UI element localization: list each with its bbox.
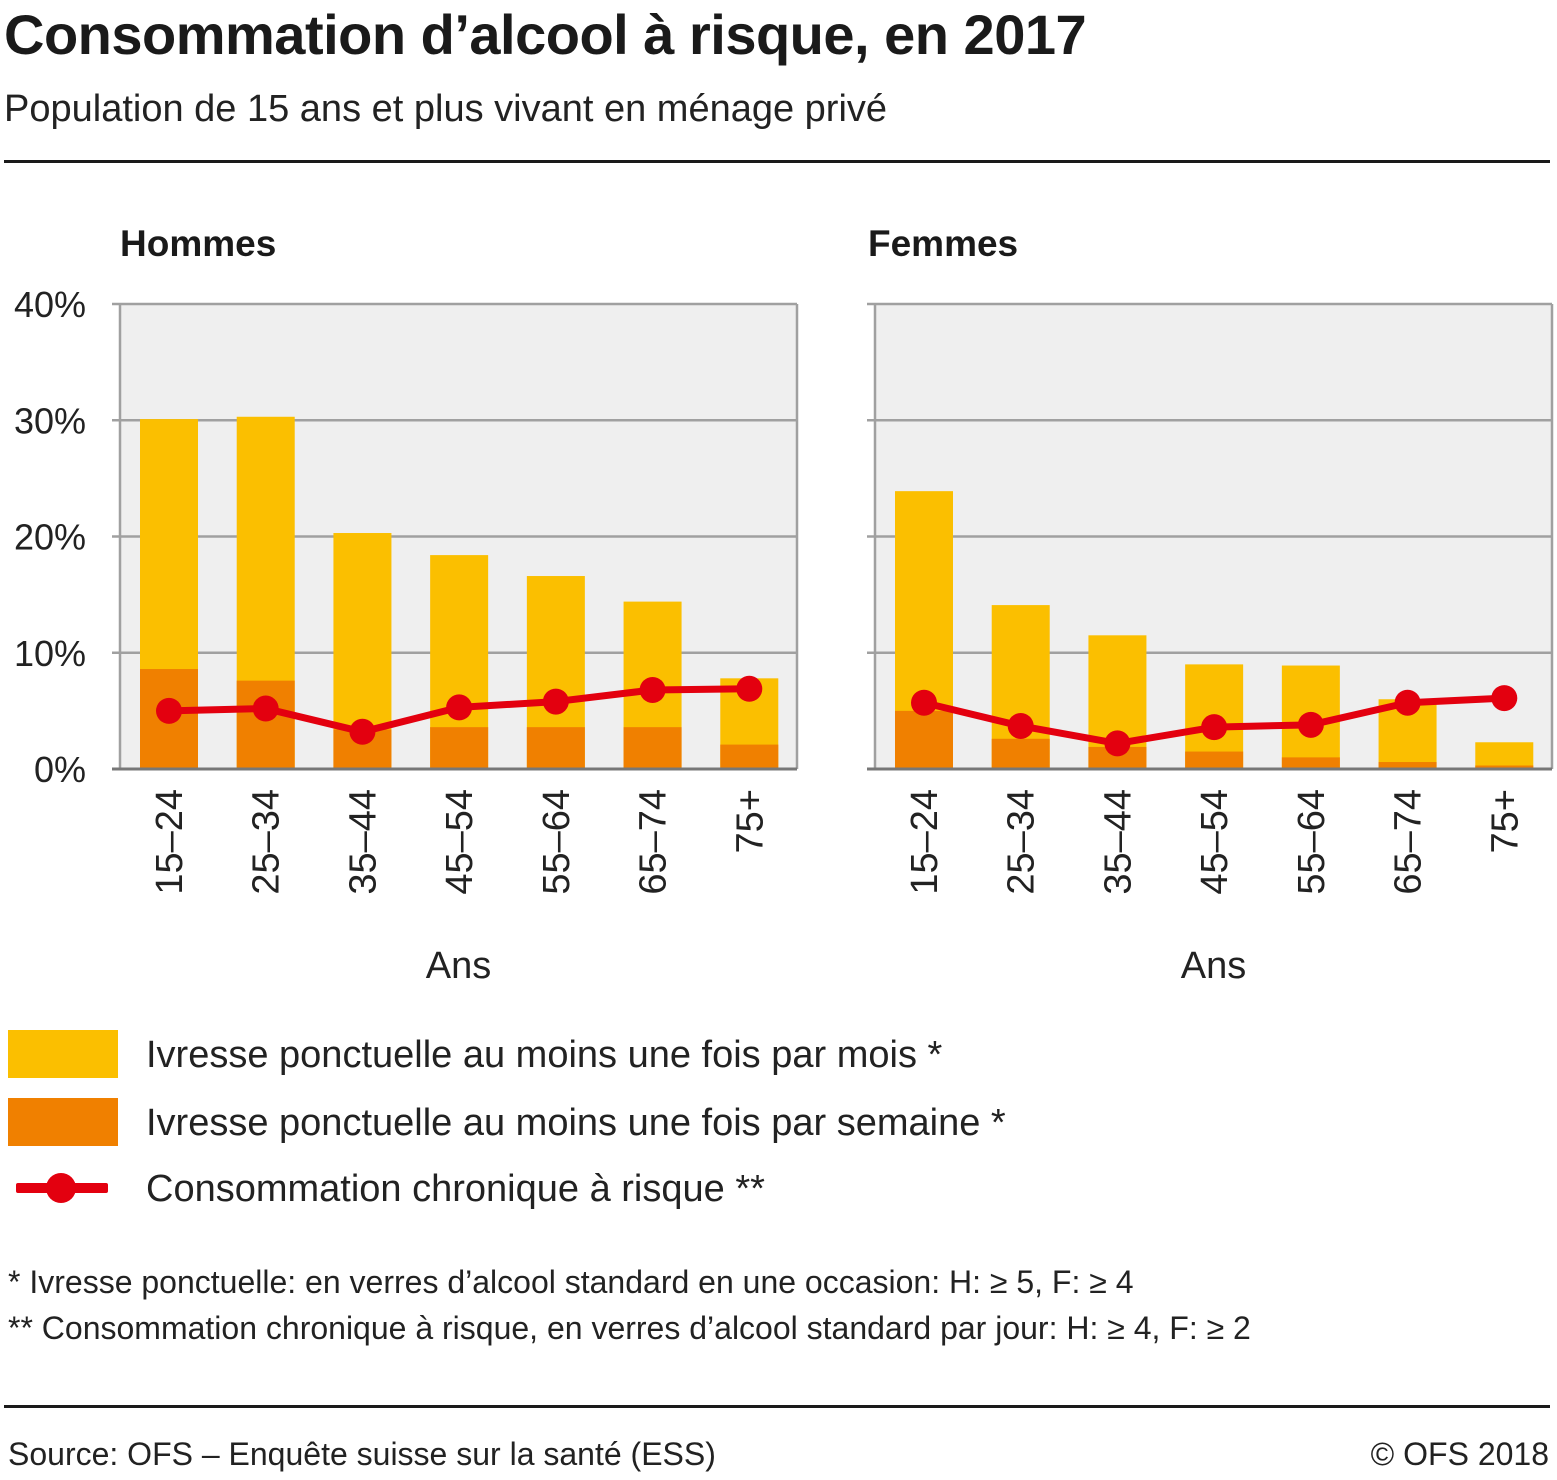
point-chronic xyxy=(1007,712,1034,739)
legend-swatch-weekly xyxy=(8,1098,118,1146)
y-tick-label: 30% xyxy=(14,400,86,441)
source-text: Source: OFS – Enquête suisse sur la sant… xyxy=(8,1436,716,1472)
point-chronic xyxy=(1297,711,1324,738)
bar-weekly xyxy=(1088,746,1147,769)
point-chronic xyxy=(911,689,937,716)
x-tick-label: 45–54 xyxy=(439,789,481,895)
chart-subtitle: Population de 15 ans et plus vivant en m… xyxy=(4,88,888,130)
bar-weekly xyxy=(1378,762,1437,769)
legend-swatch-monthly xyxy=(8,1030,118,1078)
bottom-divider xyxy=(4,1405,1550,1408)
copyright-text: © OFS 2018 xyxy=(1370,1436,1549,1472)
legend-label-weekly: Ivresse ponctuelle au moins une fois par… xyxy=(146,1102,1006,1144)
bar-monthly xyxy=(1475,742,1534,769)
x-tick-label: 25–34 xyxy=(246,789,288,895)
y-tick-label: 40% xyxy=(14,284,86,325)
bar-weekly xyxy=(1281,757,1340,769)
chart-title: Consommation d’alcool à risque, en 2017 xyxy=(4,3,1087,66)
x-tick-label: 55–64 xyxy=(536,789,578,895)
point-chronic xyxy=(1394,689,1421,716)
x-tick-label: 15–24 xyxy=(149,789,191,895)
x-axis-label: Ans xyxy=(426,945,491,987)
bar-weekly xyxy=(1185,751,1244,769)
point-chronic xyxy=(639,676,666,703)
point-chronic xyxy=(1104,730,1131,757)
bar-weekly xyxy=(236,680,295,769)
x-tick-label: 25–34 xyxy=(1001,789,1043,895)
x-tick-label: 55–64 xyxy=(1291,789,1333,895)
x-tick-label: 65–74 xyxy=(1388,789,1430,895)
y-tick-label: 10% xyxy=(14,633,86,674)
bar-weekly xyxy=(1475,765,1534,769)
footnote-2: ** Consommation chronique à risque, en v… xyxy=(8,1310,1251,1346)
point-chronic xyxy=(446,694,473,721)
y-tick-label: 20% xyxy=(14,517,86,558)
x-tick-label: 65–74 xyxy=(633,789,675,895)
bar-weekly xyxy=(991,738,1050,769)
x-axis-label: Ans xyxy=(1181,945,1246,987)
x-tick-label: 35–44 xyxy=(1097,789,1139,895)
bar-weekly xyxy=(623,727,682,769)
point-chronic xyxy=(252,695,279,722)
point-chronic xyxy=(349,718,376,745)
panel-hommes: Hommes 0% 10% 20% 30% 40% 15–24 25–34 35–44 45–54… xyxy=(14,223,799,987)
chart-area: Hommes 0% 10% 20% 30% 40% 15–24 25–34 35–44 45–54… xyxy=(14,223,1554,987)
x-tick-label: 15–24 xyxy=(904,789,946,895)
panel-title: Femmes xyxy=(868,223,1018,264)
x-tick-label: 35–44 xyxy=(342,789,384,895)
legend-label-monthly: Ivresse ponctuelle au moins une fois par… xyxy=(146,1034,943,1076)
x-tick-label: 75+ xyxy=(1484,789,1526,853)
footnote-1: * Ivresse ponctuelle: en verres d’alcool… xyxy=(8,1264,1134,1300)
bar-weekly xyxy=(526,727,585,769)
point-chronic xyxy=(542,688,569,715)
x-tick-label: 45–54 xyxy=(1194,789,1236,895)
panel-title: Hommes xyxy=(120,223,276,264)
point-chronic xyxy=(156,697,182,724)
legend-dot-chronic xyxy=(46,1173,76,1203)
panel-femmes: Femmes 15–24 25–34 35–44 45–54 55–64 65–74 75+ A… xyxy=(867,223,1554,987)
point-chronic xyxy=(736,675,763,702)
legend-label-chronic: Consommation chronique à risque ** xyxy=(146,1168,765,1210)
y-tick-label: 0% xyxy=(34,749,86,790)
top-divider xyxy=(4,160,1550,163)
point-chronic xyxy=(1201,714,1228,741)
point-chronic xyxy=(1491,685,1518,712)
x-tick-label: 75+ xyxy=(729,789,771,853)
bar-weekly xyxy=(720,744,779,769)
bar-weekly xyxy=(895,710,953,769)
bar-weekly xyxy=(430,727,489,769)
